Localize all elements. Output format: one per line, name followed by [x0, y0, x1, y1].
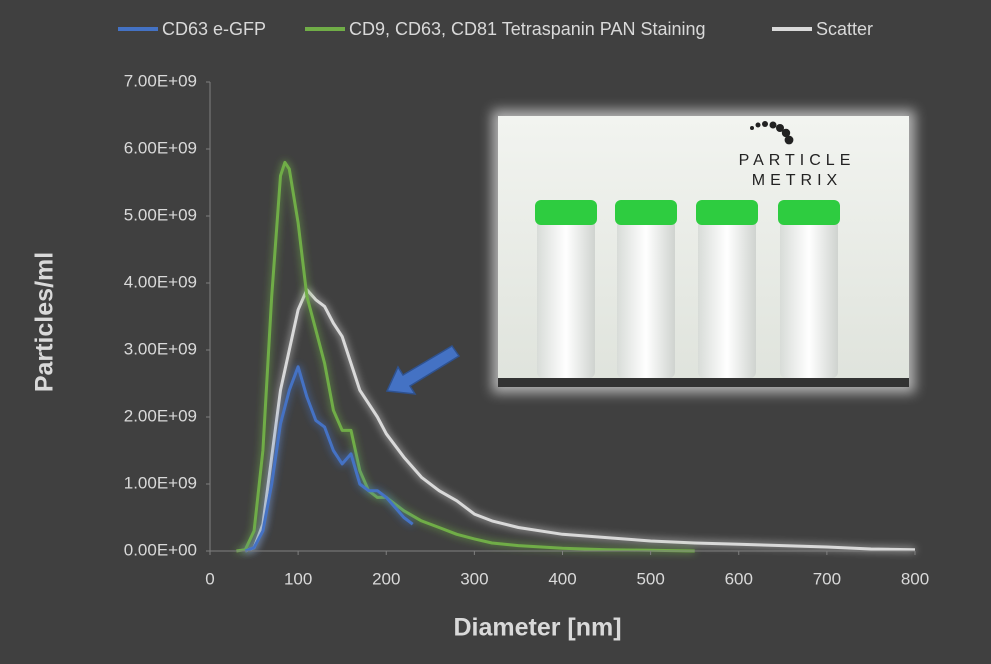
x-tick-label: 500 — [636, 569, 664, 588]
y-tick-label: 0.00E+00 — [124, 540, 197, 559]
y-tick-label: 1.00E+09 — [124, 473, 197, 492]
vials — [535, 200, 840, 378]
series-line — [244, 288, 916, 553]
y-axis-label: Particles/ml — [31, 252, 59, 392]
x-tick-label: 100 — [284, 569, 312, 588]
y-tick-label: 5.00E+09 — [124, 205, 197, 224]
series-line — [244, 365, 414, 553]
x-tick-label: 600 — [725, 569, 753, 588]
x-axis-label: Diameter [nm] — [453, 614, 621, 642]
y-tick-label: 3.00E+09 — [124, 339, 197, 358]
x-tick-label: 0 — [205, 569, 214, 588]
y-tick-label: 4.00E+09 — [124, 272, 197, 291]
x-tick-label: 300 — [460, 569, 488, 588]
logo-text: METRIX — [752, 172, 842, 189]
series-line — [236, 160, 695, 553]
y-tick-label: 7.00E+09 — [124, 71, 197, 90]
arrow — [385, 345, 461, 395]
product-photo: PARTICLE METRIX — [492, 110, 915, 393]
legend-label: CD63 e-GFP — [162, 19, 266, 39]
y-tick-label: 2.00E+09 — [124, 406, 197, 425]
y-tick-label: 6.00E+09 — [124, 138, 197, 157]
logo-text: PARTICLE — [739, 152, 856, 169]
legend-label: Scatter — [816, 19, 873, 39]
x-tick-label: 200 — [372, 569, 400, 588]
legend-label: CD9, CD63, CD81 Tetraspanin PAN Staining — [349, 19, 706, 39]
x-tick-label: 400 — [548, 569, 576, 588]
x-tick-label: 700 — [813, 569, 841, 588]
x-tick-label: 800 — [901, 569, 929, 588]
